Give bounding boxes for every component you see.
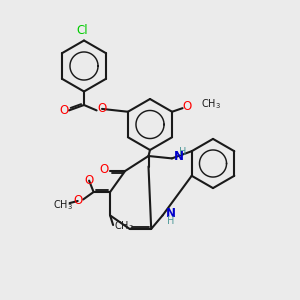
Text: N: N [166, 207, 176, 220]
Text: O: O [99, 163, 108, 176]
Text: CH$_3$: CH$_3$ [114, 219, 134, 233]
Text: O: O [85, 173, 94, 187]
Text: H: H [167, 216, 175, 226]
Text: N: N [174, 150, 184, 164]
Text: CH$_3$: CH$_3$ [53, 198, 73, 212]
Text: Cl: Cl [77, 24, 88, 37]
Text: O: O [60, 104, 69, 117]
Text: H: H [179, 147, 186, 157]
Text: O: O [98, 102, 106, 116]
Text: O: O [182, 100, 192, 113]
Text: O: O [73, 194, 82, 208]
Text: CH$_3$: CH$_3$ [201, 98, 221, 112]
